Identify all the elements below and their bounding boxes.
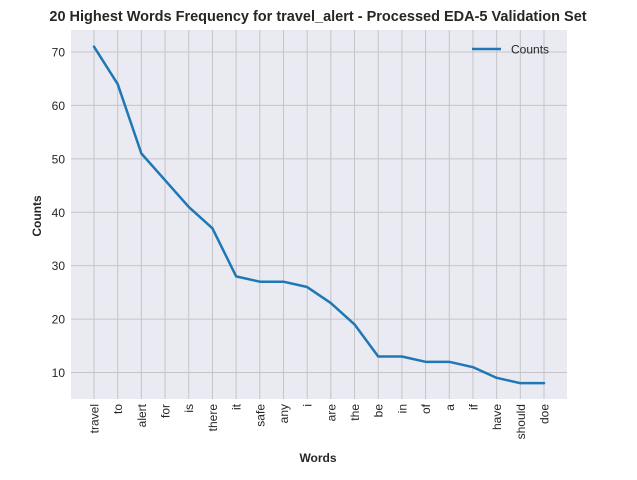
- x-tick-label: doe: [538, 404, 552, 424]
- plot-area: [71, 30, 567, 399]
- x-tick-label: safe: [253, 404, 267, 427]
- y-tick-label: 10: [52, 366, 66, 380]
- x-tick-label: if: [466, 403, 480, 410]
- grid: [71, 30, 567, 399]
- x-tick-label: have: [490, 404, 504, 430]
- x-tick-label: should: [514, 404, 528, 439]
- x-tick-label: the: [348, 404, 362, 421]
- x-tick-label: i: [301, 404, 315, 407]
- x-tick-label: be: [372, 404, 386, 418]
- x-tick-label: any: [277, 404, 291, 423]
- x-tick-label: is: [182, 404, 196, 413]
- series-layer: [92, 45, 546, 385]
- legend-label: Counts: [511, 43, 549, 57]
- x-tick-label: travel: [88, 404, 102, 433]
- y-tick-label: 30: [52, 259, 66, 273]
- y-tick-label: 70: [52, 46, 66, 60]
- x-tick-label: it: [230, 403, 244, 410]
- y-tick-label: 50: [52, 152, 66, 166]
- y-tick-label: 20: [52, 313, 66, 327]
- x-tick-label: to: [111, 404, 125, 414]
- x-tick-label: are: [324, 404, 338, 422]
- x-tick-label: of: [419, 403, 433, 414]
- legend: Counts: [472, 43, 549, 57]
- x-axis-label: Words: [299, 451, 336, 465]
- y-tick-labels: 10 20 30 40 50 60 70: [52, 46, 66, 381]
- y-axis-label: Counts: [30, 195, 44, 237]
- x-tick-label: alert: [135, 403, 149, 427]
- x-tick-label: in: [395, 404, 409, 413]
- x-tick-label: for: [159, 404, 173, 418]
- chart-title: 20 Highest Words Frequency for travel_al…: [49, 9, 586, 25]
- x-tick-label: there: [206, 404, 220, 432]
- series-line: [92, 45, 546, 385]
- y-tick-label: 40: [52, 206, 66, 220]
- x-tick-label: a: [443, 404, 457, 411]
- y-tick-label: 60: [52, 99, 66, 113]
- x-tick-labels: travel to alert for is there it safe any i are the b…: [88, 403, 552, 439]
